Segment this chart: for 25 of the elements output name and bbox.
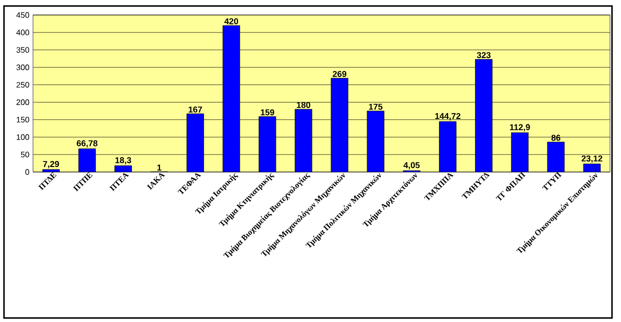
data-label: 420 <box>224 18 238 24</box>
data-label: 175 <box>369 104 382 110</box>
y-tick-label: 200 <box>16 99 30 106</box>
data-label: 66,78 <box>76 140 98 148</box>
y-tick-label: 400 <box>16 30 30 36</box>
y-tick-label: 50 <box>20 152 30 158</box>
y-tick-label: 250 <box>16 82 30 88</box>
data-label: 4,05 <box>404 162 420 170</box>
y-tick-label: 150 <box>16 116 30 122</box>
data-label: 23,12 <box>582 155 602 163</box>
y-tick-label: 0 <box>25 169 30 175</box>
data-label: 1 <box>157 164 162 170</box>
y-tick-label: 450 <box>16 12 30 18</box>
data-label: 144,72 <box>435 113 460 120</box>
data-label: 18,3 <box>115 157 132 164</box>
data-label: 112,9 <box>510 124 530 132</box>
y-tick-label: 300 <box>16 64 30 70</box>
data-label: 7,29 <box>43 161 59 168</box>
y-tick-label: 100 <box>16 134 30 140</box>
data-label: 180 <box>296 102 310 108</box>
data-label: 269 <box>332 70 346 77</box>
data-label: 159 <box>260 109 274 116</box>
data-label: 167 <box>188 106 202 113</box>
y-tick-label: 350 <box>16 47 30 53</box>
data-label: 323 <box>476 52 491 58</box>
